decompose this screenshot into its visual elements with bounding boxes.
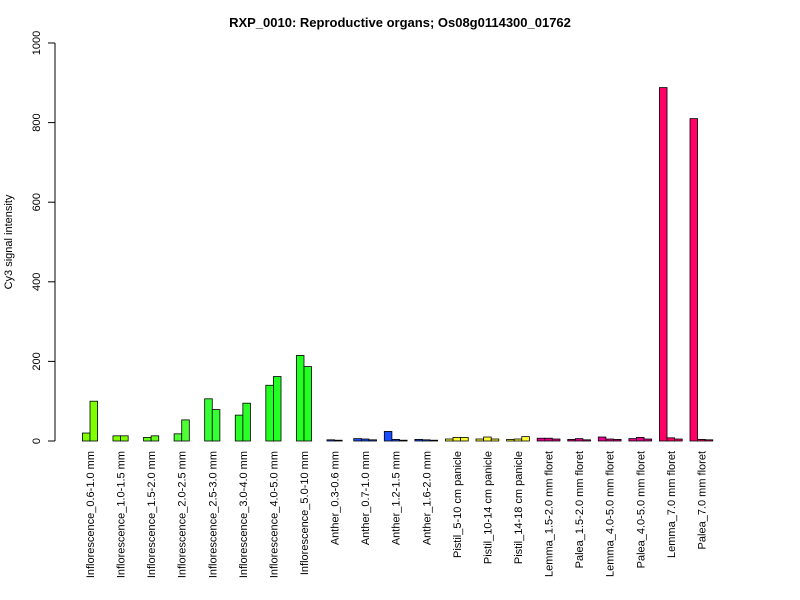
bar	[460, 437, 469, 442]
x-tick-label: Inflorescence_4.0-5.0 mm	[268, 451, 280, 578]
x-tick-label: Palea_1.5-2.0 mm floret	[574, 451, 586, 568]
x-axis-labels: Inflorescence_0.6-1.0 mm Inflorescence_1.…	[85, 451, 708, 578]
bar	[181, 419, 190, 442]
x-tick-label: Inflorescence_1.0-1.5 mm	[116, 451, 128, 578]
bar	[674, 438, 683, 442]
bar	[204, 398, 213, 442]
bar	[295, 355, 305, 442]
bar	[303, 366, 312, 442]
bar	[452, 437, 462, 442]
bar	[143, 437, 152, 442]
bar	[383, 431, 393, 442]
bar	[689, 118, 698, 442]
bar	[666, 437, 676, 442]
x-tick-label: Pistil_14-18 cm panicle	[513, 451, 525, 564]
x-tick-label: Pistil_5-10 cm panicle	[452, 451, 464, 558]
bar	[429, 439, 439, 442]
x-tick-label: Inflorescence_5.0-10 mm	[299, 451, 311, 575]
bar	[422, 439, 431, 442]
bar	[551, 438, 561, 442]
x-tick-label: Inflorescence_3.0-4.0 mm	[238, 451, 250, 578]
chart-title: RXP_0010: Reproductive organs; Os08g0114…	[229, 15, 571, 30]
bar	[391, 439, 400, 442]
x-tick-label: Inflorescence_1.5-2.0 mm	[146, 451, 158, 578]
bar	[273, 376, 282, 442]
x-tick-label: Palea_4.0-5.0 mm floret	[635, 451, 647, 568]
bar	[211, 409, 221, 442]
bar	[582, 439, 591, 442]
y-tick-label: 400	[31, 273, 43, 291]
bar	[659, 87, 668, 442]
bar	[368, 439, 377, 442]
bar	[697, 439, 706, 442]
x-tick-label: Lemma_4.0-5.0 mm floret	[605, 451, 617, 577]
bars	[82, 87, 714, 442]
y-axis-label: Cy3 signal intensity	[3, 194, 15, 289]
bar	[613, 439, 622, 442]
bar	[360, 438, 370, 442]
x-tick-label: Inflorescence_2.5-3.0 mm	[207, 451, 219, 578]
bar	[628, 438, 637, 442]
x-tick-label: Palea_7.0 mm floret	[696, 451, 708, 549]
bar	[567, 439, 576, 442]
bar	[445, 438, 454, 442]
bar	[544, 437, 553, 442]
bar	[643, 438, 653, 442]
bar	[399, 439, 408, 442]
bar	[704, 439, 714, 442]
bar	[150, 435, 160, 442]
bar	[506, 439, 515, 442]
y-tick-label: 800	[31, 113, 43, 131]
x-tick-label: Anther_1.6-2.0 mm	[421, 451, 433, 545]
bar	[414, 439, 423, 442]
bar	[521, 436, 530, 442]
bar	[475, 438, 485, 442]
bar	[120, 435, 129, 442]
y-tick-label: 0	[31, 438, 43, 444]
x-tick-label: Pistil_10-14 cm panicle	[482, 451, 494, 564]
y-tick-label: 200	[31, 352, 43, 370]
bar	[326, 439, 335, 442]
x-tick-label: Lemma_7.0 mm floret	[666, 451, 678, 558]
bar	[89, 400, 98, 442]
x-tick-label: Lemma_1.5-2.0 mm floret	[544, 451, 556, 577]
bar	[265, 384, 274, 442]
y-tick-label: 600	[31, 193, 43, 211]
bar	[234, 414, 244, 442]
bar	[112, 435, 121, 442]
bar	[636, 437, 645, 442]
bar	[605, 438, 614, 442]
x-tick-label: Anther_0.3-0.6 mm	[330, 451, 342, 545]
bar	[483, 436, 492, 442]
x-tick-label: Anther_1.2-1.5 mm	[391, 451, 403, 545]
bar	[82, 432, 91, 442]
x-tick-label: Inflorescence_0.6-1.0 mm	[85, 451, 97, 578]
y-axis: 0 200 400 600 800 1000	[31, 31, 56, 444]
x-tick-label: Inflorescence_2.0-2.5 mm	[177, 451, 189, 578]
bar	[536, 437, 546, 442]
bar	[173, 433, 183, 442]
bar	[242, 402, 251, 442]
bar	[513, 438, 523, 442]
bar	[353, 438, 362, 442]
y-tick-label: 1000	[31, 31, 43, 55]
bar	[490, 438, 500, 442]
x-tick-label: Anther_0.7-1.0 mm	[360, 451, 372, 545]
bar	[334, 439, 343, 442]
bar	[597, 436, 607, 442]
bar	[574, 438, 584, 442]
